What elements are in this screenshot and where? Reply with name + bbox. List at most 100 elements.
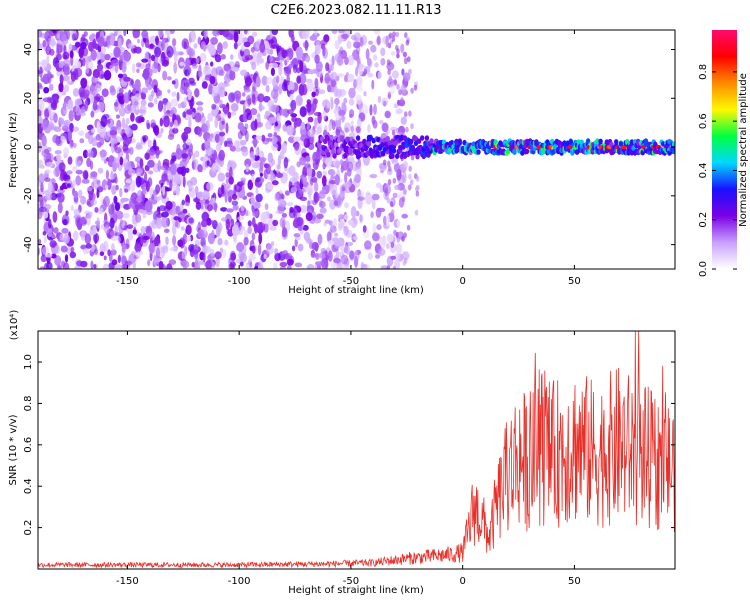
x-tick-label: -100: [228, 576, 251, 587]
heatmap-cell: [384, 187, 389, 194]
heatmap-cell: [361, 263, 366, 269]
heatmap-cell: [188, 148, 193, 157]
heatmap-cell: [188, 217, 194, 224]
heatmap-cell: [341, 33, 349, 39]
snr-panel: -150 -100 -50 0 50 0.2 0.4 0.6 0.8 1.0 Height of…: [8, 310, 676, 596]
heatmap-cell: [405, 39, 410, 46]
heatmap-cell: [97, 101, 105, 113]
heatmap-cell: [104, 225, 110, 234]
heatmap-cell: [246, 112, 253, 121]
heatmap-cell: [55, 61, 60, 72]
heatmap-cell: [122, 244, 126, 255]
heatmap-cell: [307, 142, 315, 150]
heatmap-cell: [358, 63, 364, 76]
heatmap-cell: [105, 184, 109, 190]
heatmap-cell: [347, 73, 355, 82]
heatmap-cell: [194, 259, 199, 268]
heatmap-cell: [355, 66, 359, 77]
heatmap-cell: [177, 103, 182, 109]
heatmap-cell: [391, 148, 397, 154]
heatmap-cell: [130, 123, 138, 131]
heatmap-cell: [225, 179, 229, 184]
heatmap-cell: [207, 255, 212, 261]
heatmap-cell: [317, 233, 323, 245]
colorbar-tick-label: 0.6: [698, 113, 709, 129]
heatmap-cell: [85, 132, 91, 140]
snr-y-scale-label: (x10⁴): [9, 310, 20, 341]
heatmap-cell: [145, 180, 150, 192]
heatmap-cell: [291, 245, 296, 252]
heatmap-cell: [66, 170, 73, 175]
heatmap-cell: [48, 218, 52, 229]
heatmap-cell: [217, 42, 223, 55]
heatmap-cell: [169, 179, 173, 192]
heatmap-cell: [80, 230, 87, 241]
heatmap-cell: [270, 136, 278, 144]
colorbar-label: Normalized spectral amplitude: [738, 73, 749, 227]
heatmap-cell: [73, 230, 79, 241]
heatmap-cell: [41, 59, 48, 68]
snr-plot-area: [38, 331, 675, 569]
heatmap-cell: [375, 254, 380, 259]
heatmap-cell: [86, 149, 94, 159]
heatmap-cell: [269, 55, 273, 63]
heatmap-cell: [281, 213, 287, 218]
heatmap-cell: [135, 142, 143, 150]
heatmap-cell: [148, 170, 154, 175]
heatmap-cell: [239, 261, 244, 267]
heatmap-cell: [42, 231, 47, 236]
heatmap-cell: [380, 47, 386, 57]
heatmap-cell: [210, 37, 219, 45]
heatmap-cell: [286, 56, 290, 63]
heatmap-cell: [340, 135, 345, 141]
heatmap-cell: [136, 251, 141, 260]
heatmap-cell: [240, 69, 248, 77]
heatmap-cell: [307, 129, 316, 138]
heatmap-cell: [96, 188, 100, 199]
heatmap-cell: [180, 226, 185, 231]
heatmap-cell: [386, 243, 390, 250]
heatmap-cell: [137, 38, 141, 44]
heatmap-cell: [125, 117, 130, 125]
heatmap-cell: [258, 57, 264, 64]
heatmap-cell: [252, 245, 256, 254]
heatmap-cell: [201, 211, 210, 222]
heatmap-cell: [126, 227, 133, 234]
heatmap-cell: [278, 64, 283, 77]
heatmap-cell: [311, 91, 317, 98]
heatmap-cell: [167, 172, 173, 180]
heatmap-cell: [172, 223, 177, 236]
heatmap-cell: [396, 53, 400, 59]
heatmap-cell: [70, 246, 75, 253]
heatmap-cell: [359, 36, 364, 48]
heatmap-cell: [371, 198, 376, 210]
heatmap-cell: [52, 211, 58, 223]
heatmap-cell: [142, 135, 149, 142]
heatmap-cell: [254, 118, 258, 129]
heatmap-cell: [214, 117, 219, 129]
heatmap-cell: [141, 87, 149, 94]
heatmap-cell: [152, 125, 158, 134]
heatmap-cell: [211, 85, 219, 97]
heatmap-cell: [140, 226, 146, 234]
heatmap-cell: [243, 88, 251, 93]
y-tick-label: 0.6: [23, 437, 34, 453]
heatmap-cell: [38, 30, 43, 38]
heatmap-cell: [94, 207, 99, 213]
heatmap-cell: [416, 138, 422, 144]
heatmap-cell: [322, 45, 326, 57]
heatmap-cell: [94, 233, 98, 245]
heatmap-cell: [404, 32, 408, 39]
heatmap-cell: [284, 190, 290, 196]
heatmap-cell: [119, 87, 124, 95]
heatmap-cell: [279, 108, 285, 116]
heatmap-cell: [353, 78, 358, 88]
heatmap-cell: [130, 179, 136, 192]
heatmap-cell: [380, 265, 389, 269]
heatmap-cell: [148, 242, 155, 254]
heatmap-cell: [209, 75, 216, 85]
heatmap-cell: [386, 265, 391, 269]
heatmap-cell: [350, 206, 357, 218]
heatmap-cell: [168, 259, 177, 265]
heatmap-cell: [272, 104, 280, 113]
